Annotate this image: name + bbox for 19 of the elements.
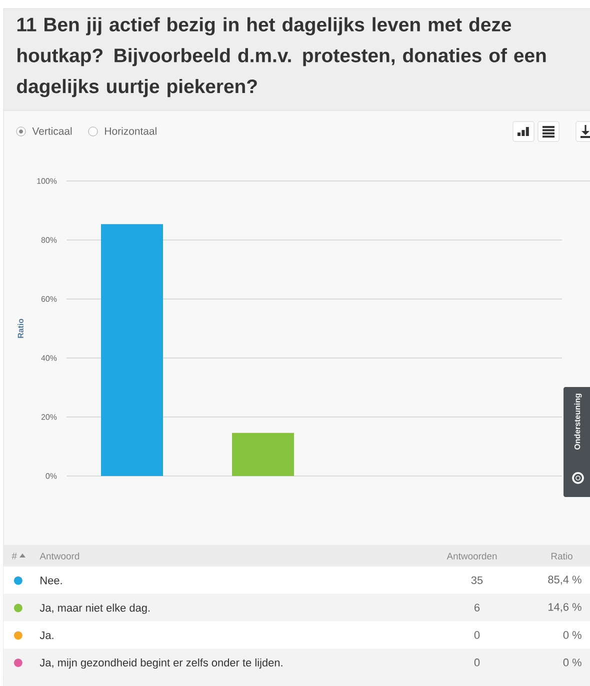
text: 0: [474, 631, 480, 639]
text: 0 %: [563, 631, 582, 639]
legend-label: Nee.: [40, 576, 62, 584]
text: 0 %: [563, 658, 582, 666]
text: 35: [471, 576, 483, 584]
text: Ratio: [551, 552, 572, 560]
text: Horizontaal: [105, 127, 156, 135]
chart-title: 11 Ben jij actief bezig in het dagelijks leven met deze houtkap? Bijvoorbeeld d.m.v. protesten, donaties of een dagelijks uurtje piekeren?: [16, 17, 546, 98]
legend-label: Ja, maar niet elke dag.: [40, 604, 150, 614]
text: Antwoorden: [446, 552, 497, 560]
text: #: [12, 552, 17, 560]
legend-label: Ja.: [40, 631, 54, 640]
text: Verticaal: [32, 127, 72, 135]
text: 0: [474, 658, 480, 666]
text: 14,6 %: [548, 603, 582, 612]
text: 6: [474, 604, 480, 612]
text: Antwoord: [40, 552, 80, 560]
legend-label: Ja, mijn gezondheid begint er zelfs onder te lijden.: [40, 658, 282, 669]
text: 85,4 %: [548, 576, 582, 585]
